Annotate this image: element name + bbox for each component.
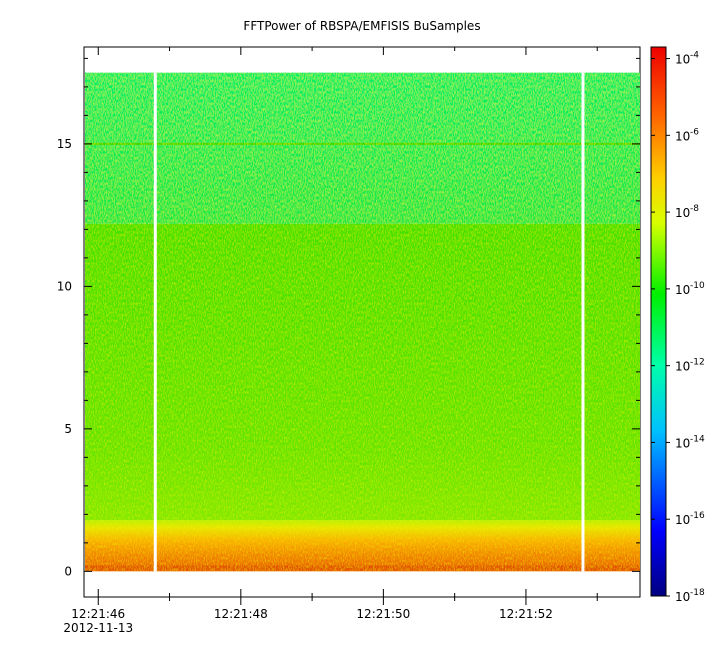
- colorbar-tick-exponent: -6: [690, 127, 699, 137]
- x-tick-label: 12:21:48: [214, 607, 268, 621]
- colorbar-tick-label: 10: [675, 513, 690, 527]
- colorbar-tick-label: 10: [675, 590, 690, 604]
- y-tick-label: 0: [64, 564, 72, 578]
- line-feature: [85, 142, 640, 145]
- colorbar-tick-label: 10: [675, 206, 690, 220]
- y-tick-label: 5: [64, 422, 72, 436]
- x-tick-label: 12:21:52: [499, 607, 553, 621]
- colorbar-tick-exponent: -14: [690, 434, 705, 444]
- y-axis-ticks: 0 5 10 15: [57, 57, 640, 578]
- colorbar-gradient: [650, 46, 667, 597]
- colorbar-tick-exponent: -16: [690, 511, 705, 521]
- colorbar-tick-label: 10: [675, 53, 690, 67]
- colorbar-tick-exponent: -4: [690, 51, 699, 61]
- chart-title: FFTPower of RBSPA/EMFISIS BuSamples: [243, 19, 480, 33]
- y-tick-label: 15: [57, 137, 72, 151]
- colorbar-tick-exponent: -8: [690, 204, 699, 214]
- colorbar-tick-label: 10: [675, 129, 690, 143]
- colorbar-tick-exponent: -10: [690, 281, 705, 291]
- band-mid: [85, 223, 640, 521]
- colorbar-tick-label: 10: [675, 360, 690, 374]
- colorbar-tick-exponent: -12: [690, 358, 705, 368]
- colorbar-tick-label: 10: [675, 283, 690, 297]
- data-gap-2: [581, 72, 585, 572]
- band-base-stripe: [85, 565, 640, 571]
- x-tick-sublabel: 2012-11-13: [63, 621, 133, 635]
- x-tick-label: 12:21:46: [71, 607, 125, 621]
- colorbar-tick-label: 10: [675, 436, 690, 450]
- band-high: [85, 72, 640, 224]
- spectrogram-bands: [85, 72, 640, 572]
- data-gap-1: [153, 72, 157, 572]
- band-low: [85, 520, 640, 572]
- x-tick-label: 12:21:50: [356, 607, 410, 621]
- colorbar-tick-exponent: -18: [690, 588, 705, 598]
- y-tick-label: 10: [57, 279, 72, 293]
- data-gaps: [153, 72, 585, 572]
